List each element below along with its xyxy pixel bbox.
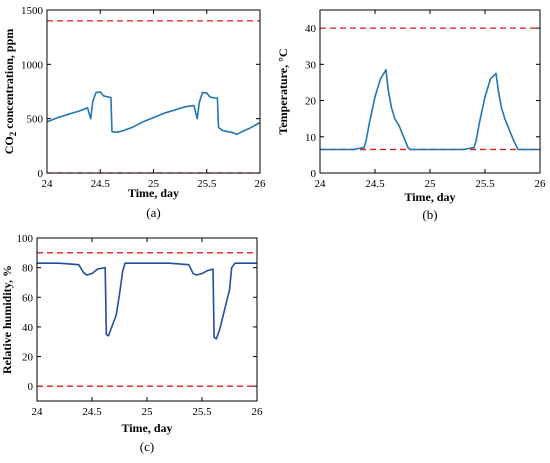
x-tick-label-temperature-4: 26 <box>535 178 547 190</box>
y-axis-label-co2: CO2 concentration, ppm <box>2 29 18 155</box>
panel-label-b: (b) <box>422 207 437 222</box>
y-tick-label-temperature-0: 0 <box>311 168 317 180</box>
x-tick-label-co2-0: 24 <box>42 178 54 190</box>
y-axis-label-temperature: Temperature, °C <box>276 48 290 134</box>
series-line-temperature-0 <box>320 69 540 151</box>
y-tick-label-humidity-5: 100 <box>17 233 34 245</box>
y-tick-label-humidity-4: 80 <box>22 263 34 275</box>
y-tick-label-co2-3: 1500 <box>21 5 44 17</box>
y-tick-label-co2-0: 0 <box>38 168 44 180</box>
chart-temperature: 24 24.5 25 25.5 26 0 10 20 30 40 Time, day Temper… <box>276 9 547 222</box>
y-tick-label-temperature-2: 20 <box>305 96 317 108</box>
x-tick-label-co2-3: 25.5 <box>197 178 217 190</box>
panel-label-a: (a) <box>146 205 160 220</box>
x-tick-label-co2-4: 26 <box>255 178 267 190</box>
x-tick-label-humidity-3: 25.5 <box>192 406 212 418</box>
y-tick-label-co2-2: 1000 <box>21 59 44 71</box>
x-tick-label-co2-2: 25 <box>148 178 160 190</box>
x-tick-label-co2-1: 24.5 <box>91 178 111 190</box>
axes-frame-co2 <box>46 9 261 174</box>
x-axis-label-temperature: Time, day <box>404 190 455 204</box>
y-tick-label-humidity-3: 60 <box>22 292 34 304</box>
series-line-humidity-0 <box>37 262 257 340</box>
x-tick-label-temperature-0: 24 <box>315 178 327 190</box>
x-tick-label-temperature-1: 24.5 <box>365 178 385 190</box>
chart-co2: 24 24.5 25 25.5 26 0 500 1000 1500 Time, day CO2… <box>2 5 266 220</box>
y-axis-label-humidity: Relative humidity, % <box>0 265 14 374</box>
y-tick-label-temperature-4: 40 <box>305 23 317 35</box>
series-line-co2-0 <box>46 91 261 136</box>
x-tick-label-temperature-2: 25 <box>425 178 437 190</box>
x-tick-label-temperature-3: 25.5 <box>475 178 495 190</box>
x-tick-label-humidity-1: 24.5 <box>82 406 102 418</box>
axes-frame-temperature <box>319 9 541 174</box>
y-tick-label-co2-1: 500 <box>27 114 44 126</box>
x-tick-label-humidity-2: 25 <box>142 406 154 418</box>
x-tick-label-humidity-4: 26 <box>252 406 264 418</box>
panel-label-c: (c) <box>140 439 154 454</box>
x-axis-label-humidity: Time, day <box>121 421 172 435</box>
y-tick-label-temperature-1: 10 <box>305 132 317 144</box>
axes-frame-humidity <box>36 237 258 402</box>
y-tick-label-humidity-0: 0 <box>28 381 34 393</box>
y-tick-label-temperature-3: 30 <box>305 59 317 71</box>
y-tick-label-humidity-2: 40 <box>22 322 34 334</box>
x-tick-label-humidity-0: 24 <box>32 406 44 418</box>
x-axis-label-co2: Time, day <box>128 186 179 200</box>
chart-humidity: 24 24.5 25 25.5 26 0 20 40 60 80 100 Time, day Rel… <box>0 233 263 454</box>
y-tick-label-humidity-1: 20 <box>22 352 34 364</box>
